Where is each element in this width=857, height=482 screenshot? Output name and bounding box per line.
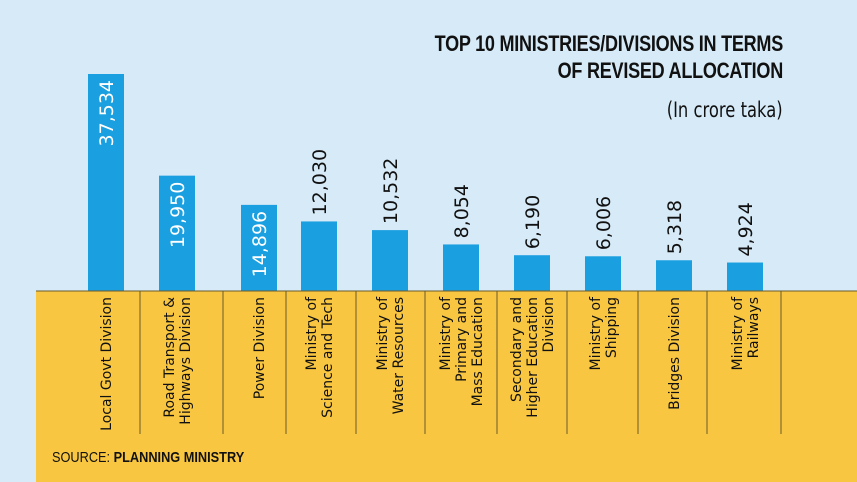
category-label-9-line-1: Bridges Division <box>667 297 683 410</box>
bar-3 <box>241 204 277 291</box>
value-label-10: 4,924 <box>735 202 757 256</box>
source-name: PLANNING MINISTRY <box>113 449 245 466</box>
bar-7 <box>514 255 550 291</box>
value-label-2: 19,950 <box>167 182 189 248</box>
chart-title-line-1: TOP 10 MINISTRIES/DIVISIONS IN TERMS <box>434 31 784 56</box>
chart-title-line-2: OF REVISED ALLOCATION <box>557 58 784 83</box>
value-label-4: 12,030 <box>309 149 331 215</box>
category-label-4-line-2: Science and Tech <box>320 297 336 418</box>
category-label-6-line-1: Ministry of <box>438 296 454 371</box>
value-label-5: 10,532 <box>380 158 402 224</box>
category-label-7-line-2: Higher Education <box>525 297 541 418</box>
category-label-7-line-3: Division <box>541 297 557 352</box>
chart-title: TOP 10 MINISTRIES/DIVISIONS IN TERMS OF … <box>357 30 784 84</box>
bar-5 <box>372 230 408 291</box>
bar-4 <box>301 221 337 291</box>
category-label-6-line-2: Primary and <box>454 297 470 382</box>
category-label-4-line-1: Ministry of <box>304 296 320 371</box>
source-note: SOURCE: PLANNING MINISTRY <box>52 449 244 466</box>
value-label-1: 37,534 <box>96 80 118 146</box>
bar-10 <box>727 262 763 291</box>
bar-9 <box>656 260 692 291</box>
bar-6 <box>443 244 479 291</box>
category-label-6-line-3: Mass Education <box>470 297 486 406</box>
category-label-7-line-1: Secondary and <box>509 297 525 402</box>
category-label-2-line-1: Road Transport & <box>162 297 178 418</box>
bar-8 <box>585 256 621 291</box>
category-label-8-line-2: Shipping <box>604 297 620 358</box>
value-label-7: 6,190 <box>522 195 544 249</box>
category-label-5-line-2: Water Resources <box>391 297 407 414</box>
category-label-panel <box>36 291 857 482</box>
category-label-8-line-1: Ministry of <box>588 296 604 371</box>
bar-2 <box>159 175 195 291</box>
value-label-8: 6,006 <box>593 196 615 250</box>
chart-subtitle: (In crore taka) <box>667 98 783 122</box>
category-label-3-line-1: Power Division <box>252 297 268 399</box>
category-label-5-line-1: Ministry of <box>375 296 391 371</box>
bar-1 <box>88 74 124 291</box>
value-label-6: 8,054 <box>451 184 473 238</box>
value-label-3: 14,896 <box>249 211 271 277</box>
category-label-10-line-2: Railways <box>746 297 762 358</box>
category-label-10-line-1: Ministry of <box>730 296 746 371</box>
value-label-9: 5,318 <box>664 200 686 254</box>
category-label-2-line-2: Highways Division <box>178 297 194 425</box>
category-label-1-line-1: Local Govt Division <box>99 297 115 431</box>
source-prefix: SOURCE: <box>52 449 111 466</box>
